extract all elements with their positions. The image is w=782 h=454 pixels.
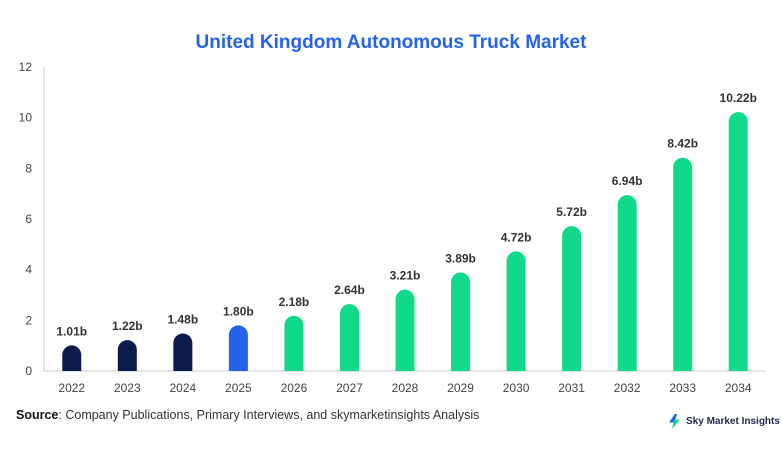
- bar: [339, 304, 359, 371]
- data-label: 1.01b: [56, 324, 87, 338]
- bar: [173, 333, 193, 371]
- y-tick-label: 6: [25, 212, 32, 226]
- data-label: 3.89b: [445, 251, 476, 265]
- data-label: 1.48b: [168, 313, 199, 327]
- y-tick-label: 4: [25, 263, 32, 277]
- source-text: : Company Publications, Primary Intervie…: [58, 408, 480, 422]
- data-label: 8.42b: [667, 137, 698, 151]
- bar: [395, 289, 415, 371]
- data-label: 5.72b: [556, 205, 587, 219]
- bar: [562, 226, 582, 371]
- source-label: Source: [16, 408, 59, 422]
- x-tick-label: 2024: [169, 381, 196, 395]
- x-tick-label: 2030: [503, 381, 530, 395]
- x-tick-label: 2027: [336, 381, 363, 395]
- data-label: 2.18b: [279, 295, 310, 309]
- lightning-bolt-icon: [669, 413, 680, 429]
- bar: [451, 272, 471, 371]
- x-tick-label: 2031: [558, 381, 585, 395]
- x-tick-label: 2033: [669, 381, 696, 395]
- y-tick-label: 8: [25, 161, 32, 175]
- x-tick-label: 2032: [614, 381, 641, 395]
- x-tick-label: 2029: [447, 381, 474, 395]
- data-label: 1.80b: [223, 304, 254, 318]
- bar: [617, 195, 637, 371]
- y-tick-label: 12: [19, 60, 33, 74]
- x-tick-label: 2026: [281, 381, 308, 395]
- y-tick-label: 10: [19, 111, 33, 125]
- bar: [117, 340, 137, 371]
- data-label: 1.22b: [112, 319, 143, 333]
- bar: [284, 315, 304, 371]
- x-tick-label: 2028: [392, 381, 419, 395]
- data-label: 6.94b: [612, 174, 643, 188]
- data-label: 2.64b: [334, 283, 365, 297]
- y-tick-label: 0: [25, 364, 32, 378]
- bar: [506, 251, 526, 371]
- y-tick-label: 2: [25, 313, 32, 327]
- brand-logo: Sky Market Insights: [668, 413, 780, 429]
- bar: [673, 157, 693, 371]
- x-tick-label: 2023: [114, 381, 141, 395]
- x-tick-label: 2022: [58, 381, 85, 395]
- x-tick-label: 2034: [725, 381, 752, 395]
- data-label: 4.72b: [501, 230, 532, 244]
- chart-title: United Kingdom Autonomous Truck Market: [195, 32, 587, 53]
- bar: [62, 345, 82, 371]
- data-label: 10.22b: [720, 91, 757, 105]
- bar: [228, 325, 248, 371]
- x-tick-label: 2025: [225, 381, 252, 395]
- data-label: 3.21b: [390, 269, 421, 283]
- source-note: Source: Company Publications, Primary In…: [16, 408, 479, 422]
- logo-text: Sky Market Insights: [686, 415, 780, 427]
- bar: [728, 112, 748, 372]
